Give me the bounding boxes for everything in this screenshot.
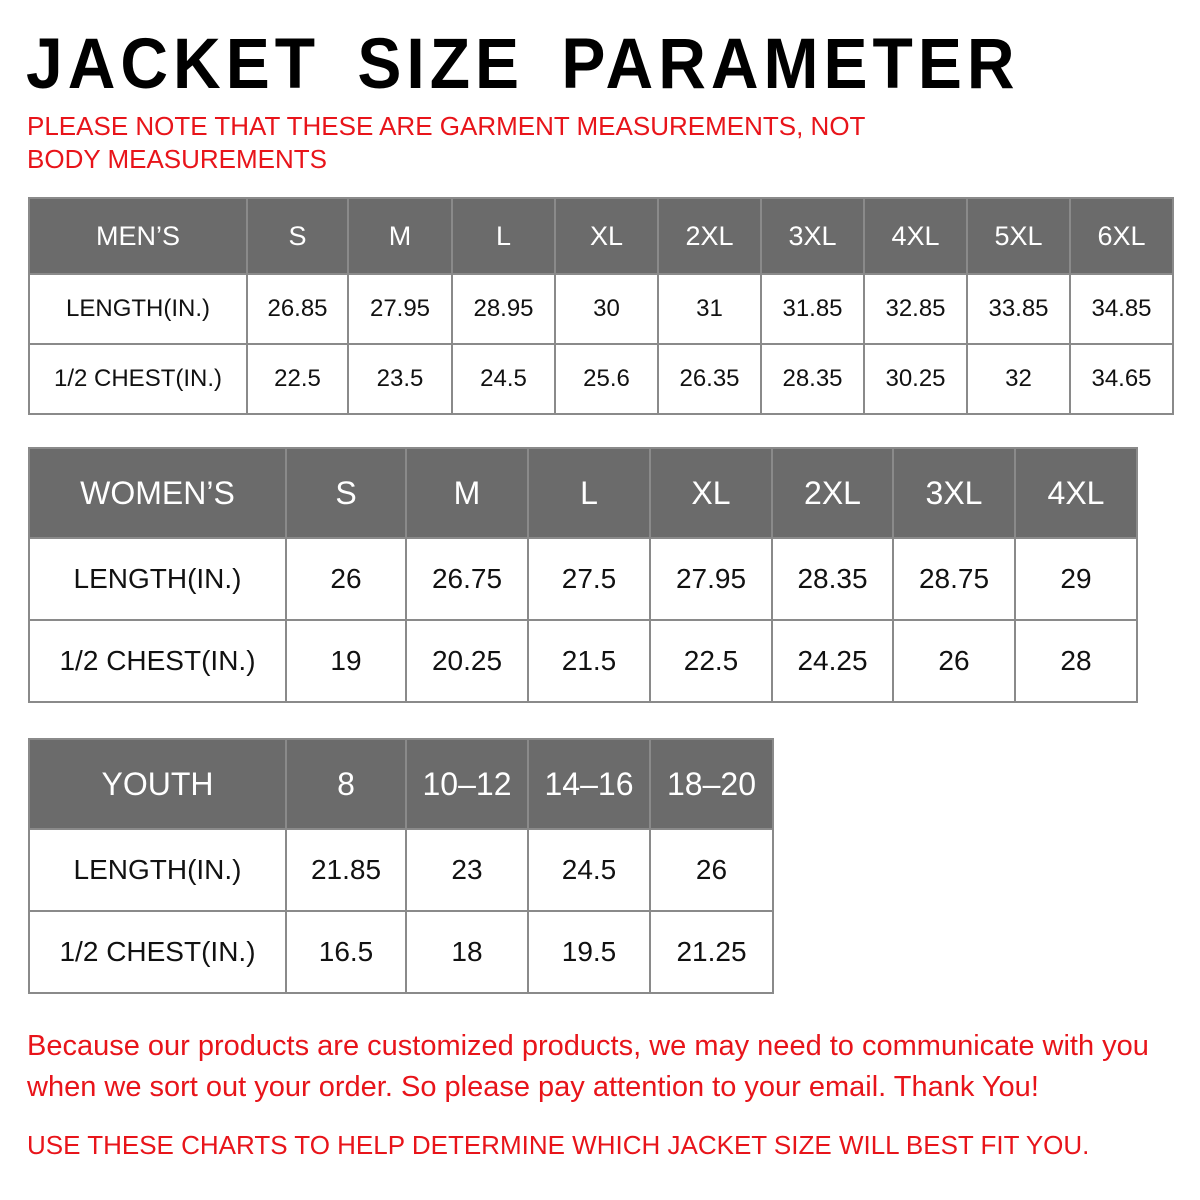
row-label: 1/2 CHEST(IN.)	[28, 343, 248, 415]
size-header: XL	[554, 197, 659, 275]
youth-size-table: YOUTH 8 10–12 14–16 18–20 LENGTH(IN.) 21.85 23 2…	[28, 738, 774, 994]
customization-message: Because our products are customized prod…	[27, 1030, 1149, 1103]
mens-size-table: MEN’S S M L XL 2XL 3XL 4XL 5XL 6XL LENGTH(IN.) 26.8…	[28, 197, 1174, 415]
table-row: 1/2 CHEST(IN.) 19 20.25 21.5 22.5 24.25 26 28	[28, 619, 1138, 703]
measurement-note: PLEASE NOTE THAT THESE ARE GARMENT MEASU…	[27, 111, 865, 174]
size-header: L	[527, 447, 651, 539]
measurement-cell: 27.5	[527, 537, 651, 621]
measurement-cell: 29	[1014, 537, 1138, 621]
size-header: M	[405, 447, 529, 539]
table-row: LENGTH(IN.) 26 26.75 27.5 27.95 28.35 28.75 29	[28, 537, 1138, 621]
measurement-cell: 34.85	[1069, 273, 1174, 345]
measurement-cell: 21.85	[285, 828, 407, 912]
size-header: 10–12	[405, 738, 529, 830]
measurement-cell: 26.85	[246, 273, 349, 345]
measurement-cell: 21.25	[649, 910, 774, 994]
measurement-cell: 27.95	[347, 273, 453, 345]
row-label: LENGTH(IN.)	[28, 828, 287, 912]
size-header: S	[246, 197, 349, 275]
size-header: 4XL	[1014, 447, 1138, 539]
chart-instruction: USE THESE CHARTS TO HELP DETERMINE WHICH…	[27, 1130, 1090, 1160]
size-header: 2XL	[771, 447, 894, 539]
measurement-cell: 20.25	[405, 619, 529, 703]
size-header: 3XL	[760, 197, 865, 275]
measurement-cell: 16.5	[285, 910, 407, 994]
table-category-header: YOUTH	[28, 738, 287, 830]
size-header: 14–16	[527, 738, 651, 830]
size-header: 8	[285, 738, 407, 830]
row-label: LENGTH(IN.)	[28, 537, 287, 621]
measurement-cell: 19.5	[527, 910, 651, 994]
measurement-cell: 33.85	[966, 273, 1071, 345]
measurement-cell: 31	[657, 273, 762, 345]
measurement-cell: 28.35	[760, 343, 865, 415]
measurement-cell: 27.95	[649, 537, 773, 621]
size-header: S	[285, 447, 407, 539]
row-label: LENGTH(IN.)	[28, 273, 248, 345]
measurement-cell: 28.75	[892, 537, 1016, 621]
measurement-cell: 26	[649, 828, 774, 912]
table-category-header: MEN’S	[28, 197, 248, 275]
table-category-header: WOMEN’S	[28, 447, 287, 539]
measurement-cell: 22.5	[246, 343, 349, 415]
table-header-row: WOMEN’S S M L XL 2XL 3XL 4XL	[28, 447, 1138, 539]
womens-size-table: WOMEN’S S M L XL 2XL 3XL 4XL LENGTH(IN.) 26 26.75 2…	[28, 447, 1138, 703]
measurement-cell: 22.5	[649, 619, 773, 703]
measurement-cell: 28	[1014, 619, 1138, 703]
measurement-cell: 26	[285, 537, 407, 621]
table-row: LENGTH(IN.) 21.85 23 24.5 26	[28, 828, 774, 912]
measurement-cell: 23.5	[347, 343, 453, 415]
page-title: JACKET SIZE PARAMETER	[26, 23, 1020, 103]
measurement-cell: 26	[892, 619, 1016, 703]
row-label: 1/2 CHEST(IN.)	[28, 619, 287, 703]
size-header: 18–20	[649, 738, 774, 830]
size-header: 4XL	[863, 197, 968, 275]
table-header-row: YOUTH 8 10–12 14–16 18–20	[28, 738, 774, 830]
size-header: XL	[649, 447, 773, 539]
measurement-cell: 28.95	[451, 273, 556, 345]
measurement-cell: 21.5	[527, 619, 651, 703]
measurement-cell: 24.5	[451, 343, 556, 415]
size-header: L	[451, 197, 556, 275]
measurement-cell: 23	[405, 828, 529, 912]
measurement-cell: 30.25	[863, 343, 968, 415]
measurement-cell: 34.65	[1069, 343, 1174, 415]
table-row: 1/2 CHEST(IN.) 16.5 18 19.5 21.25	[28, 910, 774, 994]
size-header: M	[347, 197, 453, 275]
measurement-cell: 26.35	[657, 343, 762, 415]
size-header: 5XL	[966, 197, 1071, 275]
size-header: 6XL	[1069, 197, 1174, 275]
size-header: 2XL	[657, 197, 762, 275]
measurement-cell: 32	[966, 343, 1071, 415]
measurement-cell: 19	[285, 619, 407, 703]
measurement-cell: 28.35	[771, 537, 894, 621]
measurement-cell: 18	[405, 910, 529, 994]
measurement-cell: 32.85	[863, 273, 968, 345]
size-header: 3XL	[892, 447, 1016, 539]
table-header-row: MEN’S S M L XL 2XL 3XL 4XL 5XL 6XL	[28, 197, 1174, 275]
measurement-cell: 25.6	[554, 343, 659, 415]
row-label: 1/2 CHEST(IN.)	[28, 910, 287, 994]
measurement-cell: 24.5	[527, 828, 651, 912]
measurement-cell: 24.25	[771, 619, 894, 703]
measurement-cell: 31.85	[760, 273, 865, 345]
table-row: LENGTH(IN.) 26.85 27.95 28.95 30 31 31.85 32.85…	[28, 273, 1174, 345]
measurement-cell: 26.75	[405, 537, 529, 621]
measurement-cell: 30	[554, 273, 659, 345]
table-row: 1/2 CHEST(IN.) 22.5 23.5 24.5 25.6 26.35 28.35…	[28, 343, 1174, 415]
